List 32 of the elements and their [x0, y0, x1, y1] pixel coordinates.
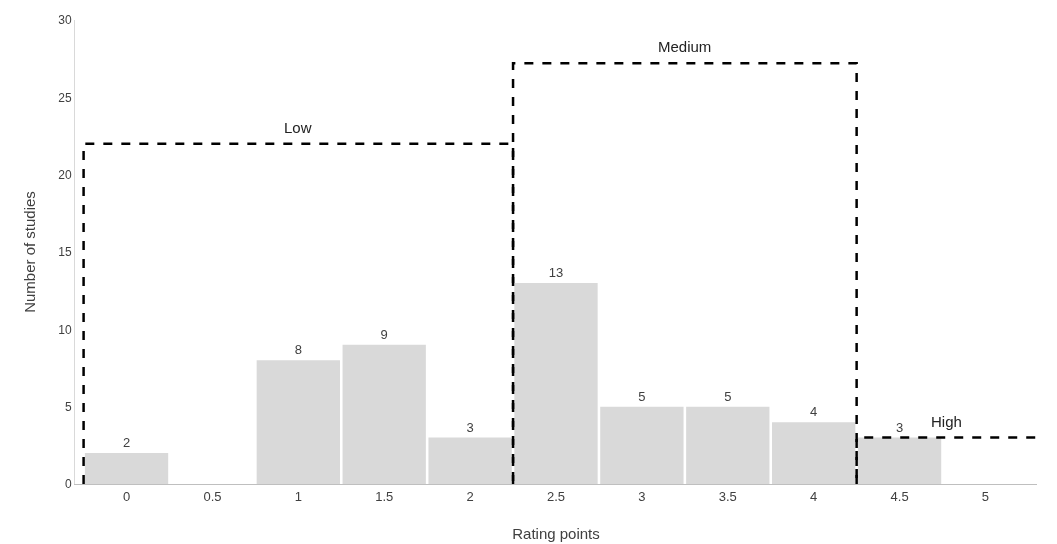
x-tick-label: 3	[638, 488, 646, 504]
y-axis-title: Number of studies	[21, 191, 38, 313]
data-label: 9	[380, 326, 388, 342]
x-tick-label: 0	[122, 488, 131, 504]
y-tick-label: 20	[58, 167, 72, 182]
data-label: 8	[294, 342, 302, 358]
x-tick-label: 1.5	[375, 488, 394, 504]
x-tick-label: 4	[810, 488, 818, 504]
y-tick-label: 25	[58, 90, 72, 105]
x-tick-label: 2	[466, 488, 474, 504]
series-label: High	[931, 413, 962, 430]
x-tick-label: 0.5	[203, 488, 222, 504]
x-tick-label: 1	[294, 488, 302, 504]
series-label: Low	[284, 119, 312, 136]
y-tick-label: 10	[58, 322, 72, 337]
y-tick-label: 30	[58, 13, 72, 28]
y-tick-label: 0	[64, 477, 72, 492]
x-axis-title: Rating points	[512, 525, 600, 542]
data-label: 4	[810, 404, 818, 420]
y-tick-label: 5	[64, 399, 72, 414]
data-label: 3	[895, 419, 904, 435]
data-label: 5	[724, 388, 732, 404]
x-tick-label: 2.5	[546, 488, 566, 504]
data-label: 13	[548, 264, 564, 280]
series-label: Medium	[658, 38, 712, 55]
x-tick-label: 3.5	[718, 488, 737, 504]
data-label: 5	[638, 388, 646, 404]
data-label: 2	[122, 435, 131, 451]
x-tick-label: 4.5	[890, 488, 909, 504]
y-tick-label: 15	[58, 245, 72, 260]
data-label: 3	[466, 419, 474, 435]
x-tick-label: 5	[981, 488, 990, 504]
